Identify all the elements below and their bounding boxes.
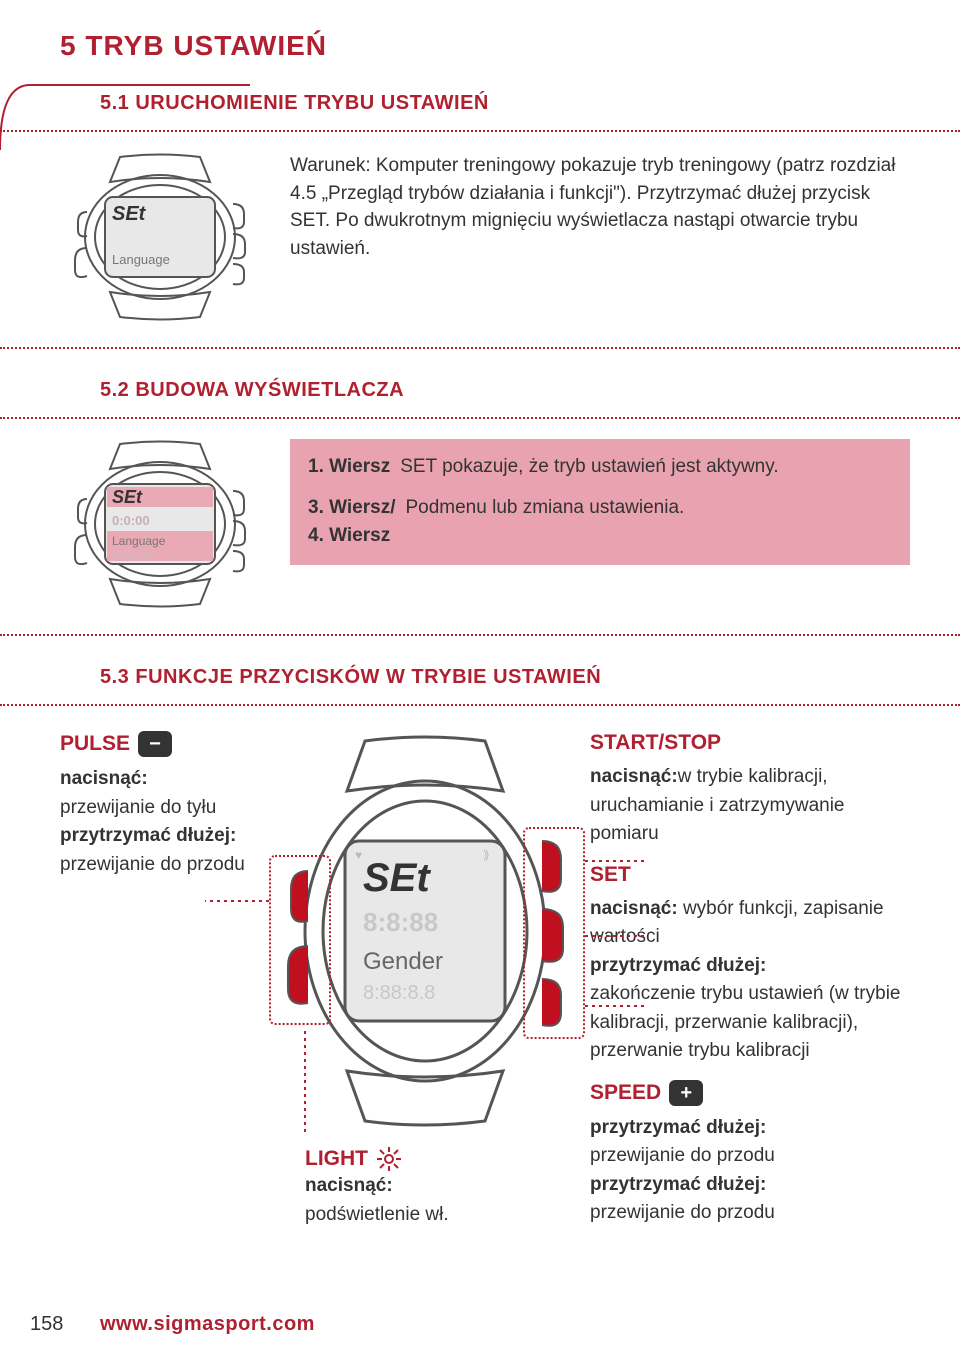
speed-label: SPEED xyxy=(590,1081,661,1105)
svg-text:⟫: ⟫ xyxy=(483,848,490,862)
svg-text:0:0:00: 0:0:00 xyxy=(112,513,150,528)
page-title: 5 TRYB USTAWIEŃ xyxy=(0,0,960,62)
heading-5-3: 5.3 FUNKCJE PRZYCISKÓW W TRYBIE USTAWIEŃ xyxy=(0,636,960,704)
set-label: SET xyxy=(590,863,631,887)
watch-line3: Language xyxy=(112,252,170,267)
display-legend-box: 1. Wiersz SET pokazuje, że tryb ustawień… xyxy=(290,439,910,565)
svg-text:8:88:8.8: 8:88:8.8 xyxy=(363,982,435,1004)
svg-text:SEt: SEt xyxy=(363,856,431,900)
svg-text:Language: Language xyxy=(112,534,166,548)
light-function-text: nacisnąć: podświetlenie wł. xyxy=(305,1172,449,1229)
svg-text:0:00:0.0: 0:00:0.0 xyxy=(112,550,152,562)
legend-row-text: Podmenu lub zmiana ustawienia. xyxy=(405,494,684,551)
light-label: LIGHT xyxy=(305,1147,368,1171)
legend-row-label: 1. Wiersz xyxy=(308,453,390,482)
pulse-label: PULSE xyxy=(60,732,130,756)
svg-text:8:8:88: 8:8:88 xyxy=(363,907,438,937)
minus-icon: − xyxy=(138,731,172,757)
start-stop-function-text: nacisnąć:w trybie kalibracji, uruchamian… xyxy=(590,763,910,849)
svg-text:Gender: Gender xyxy=(363,948,443,975)
plus-icon: + xyxy=(669,1080,703,1106)
svg-text:SEt: SEt xyxy=(112,487,143,507)
footer-url: www.sigmasport.com xyxy=(100,1313,315,1336)
watch-illustration-5-1: SEt Language xyxy=(60,152,260,322)
pulse-function-text: nacisnąć: przewijanie do tyłu przytrzyma… xyxy=(60,765,260,879)
legend-row-text: SET pokazuje, że tryb ustawień jest akty… xyxy=(400,453,778,482)
sun-icon xyxy=(376,1146,402,1172)
heading-5-1: 5.1 URUCHOMIENIE TRYBU USTAWIEŃ xyxy=(0,62,960,130)
heading-5-2: 5.2 BUDOWA WYŚWIETLACZA xyxy=(0,349,960,417)
watch-line1: SEt xyxy=(112,203,147,225)
watch-illustration-5-2: SEt 0:0:00 Language 0:00:0.0 xyxy=(60,439,260,609)
section-5-1-body: Warunek: Komputer treningowy pokazuje tr… xyxy=(290,152,910,262)
watch-illustration-5-3: SEt 8:8:88 Gender 8:88:8.8 ♥ ⟫ xyxy=(275,731,575,1131)
start-stop-label: START/STOP xyxy=(590,731,721,755)
set-function-text: nacisnąć: wybór funkcji, zapisanie warto… xyxy=(590,895,910,1066)
svg-text:♥: ♥ xyxy=(355,848,362,862)
speed-function-text: przytrzymać dłużej: przewijanie do przod… xyxy=(590,1114,910,1228)
page-number: 158 xyxy=(30,1313,100,1336)
legend-row-label: 3. Wiersz/ 4. Wiersz xyxy=(308,494,395,551)
